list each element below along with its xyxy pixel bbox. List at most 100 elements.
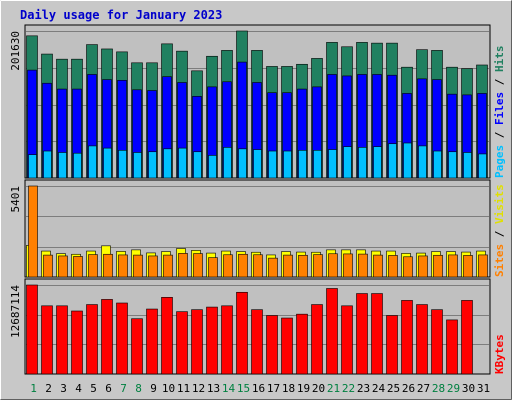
bottom-bar-kbytes-6 xyxy=(101,299,113,375)
bottom-bar-kbytes-8 xyxy=(131,318,143,375)
bottom-bar-kbytes-3 xyxy=(56,305,68,375)
day-label-19: 19 xyxy=(297,382,310,395)
top-bar-pages-22 xyxy=(343,146,352,179)
day-label-21: 21 xyxy=(327,382,340,395)
bottom-bar-kbytes-7 xyxy=(116,302,128,375)
middle-bar-sites-1 xyxy=(28,185,38,278)
day-label-1: 1 xyxy=(30,382,37,395)
middle-panel: 5401 Sites / Visits xyxy=(9,179,506,278)
middle-bar-sites-11 xyxy=(178,253,188,278)
chart-title: Daily usage for January 2023 xyxy=(20,8,222,22)
day-label-20: 20 xyxy=(312,382,325,395)
day-label-10: 10 xyxy=(162,382,175,395)
middle-bar-sites-17 xyxy=(268,257,278,278)
top-bar-pages-24 xyxy=(373,146,382,179)
bottom-panel: 12687114 KBytes xyxy=(9,278,506,375)
top-bar-pages-18 xyxy=(283,150,292,179)
top-panel: 201630 Pages / Files / Hits xyxy=(9,24,506,179)
top-bar-pages-28 xyxy=(433,150,442,179)
top-bar-pages-26 xyxy=(403,142,412,179)
middle-bar-sites-28 xyxy=(433,254,443,278)
middle-bar-sites-20 xyxy=(313,254,323,278)
top-legend-hits: Hits xyxy=(493,46,506,73)
top-legend-files: Files xyxy=(493,92,506,125)
top-bar-pages-23 xyxy=(358,147,367,179)
bottom-bar-kbytes-16 xyxy=(251,309,263,375)
top-bar-pages-17 xyxy=(268,150,277,179)
middle-bar-sites-2 xyxy=(43,254,53,278)
middle-bar-sites-6 xyxy=(103,253,113,278)
day-label-23: 23 xyxy=(357,382,370,395)
bottom-bar-kbytes-5 xyxy=(86,304,98,375)
top-bar-pages-19 xyxy=(298,149,307,179)
day-label-13: 13 xyxy=(207,382,220,395)
day-label-18: 18 xyxy=(282,382,295,395)
day-labels: 1 2 3 4 5 6 7 8 9 10 11 12 13 14 15 16 17 18 19 20 21 22 23 24 2… xyxy=(30,382,490,395)
top-bar-pages-13 xyxy=(208,155,217,179)
middle-bar-sites-27 xyxy=(418,255,428,278)
day-label-26: 26 xyxy=(402,382,415,395)
top-legend: Pages / Files / Hits xyxy=(493,46,506,179)
top-bar-pages-21 xyxy=(328,149,337,179)
middle-bar-sites-14 xyxy=(223,254,233,278)
bottom-bar-kbytes-9 xyxy=(146,308,158,375)
bottom-bar-kbytes-15 xyxy=(236,291,248,375)
day-label-24: 24 xyxy=(372,382,386,395)
middle-legend-separator: / xyxy=(493,224,506,244)
bottom-ymax-label: 12687114 xyxy=(9,285,22,338)
top-bar-pages-29 xyxy=(448,151,457,179)
middle-bar-sites-18 xyxy=(283,254,293,278)
day-label-2: 2 xyxy=(45,382,52,395)
bottom-bar-kbytes-12 xyxy=(191,309,203,375)
middle-bar-sites-9 xyxy=(148,255,158,278)
day-label-3: 3 xyxy=(60,382,67,395)
top-legend-pages: Pages xyxy=(493,145,506,178)
middle-bar-sites-12 xyxy=(193,253,203,278)
bottom-bar-kbytes-21 xyxy=(326,288,338,375)
bottom-bar-kbytes-17 xyxy=(266,315,278,375)
day-label-25: 25 xyxy=(387,382,400,395)
top-bar-pages-1 xyxy=(28,154,37,179)
day-label-14: 14 xyxy=(222,382,236,395)
bottom-bar-kbytes-10 xyxy=(161,297,173,375)
middle-bar-sites-16 xyxy=(253,254,263,278)
bottom-bar-kbytes-11 xyxy=(176,311,188,375)
day-label-6: 6 xyxy=(105,382,112,395)
bottom-bar-kbytes-13 xyxy=(206,306,218,375)
day-label-4: 4 xyxy=(75,382,82,395)
top-bar-pages-12 xyxy=(193,151,202,179)
bottom-bar-kbytes-18 xyxy=(281,317,293,375)
bottom-bar-kbytes-26 xyxy=(401,300,413,375)
day-label-7: 7 xyxy=(120,382,127,395)
middle-bar-sites-21 xyxy=(328,253,338,278)
bottom-bar-kbytes-1 xyxy=(26,284,38,375)
middle-bar-sites-4 xyxy=(73,256,83,278)
chart-panels: 201630 Pages / Files / Hits 5401 Sites / Vi… xyxy=(9,24,506,375)
bottom-legend: KBytes xyxy=(493,334,506,374)
top-bar-pages-27 xyxy=(418,145,427,179)
middle-legend-visits: Visits xyxy=(493,184,506,224)
day-label-27: 27 xyxy=(417,382,430,395)
bottom-bar-kbytes-4 xyxy=(71,310,83,375)
middle-bar-sites-19 xyxy=(298,254,308,278)
top-legend-separator: / xyxy=(493,72,506,92)
bottom-bar-kbytes-22 xyxy=(341,305,353,375)
middle-bar-sites-25 xyxy=(388,255,398,278)
middle-bar-sites-22 xyxy=(343,253,353,278)
middle-bar-sites-30 xyxy=(463,255,473,278)
middle-bar-sites-26 xyxy=(403,256,413,278)
top-bar-pages-9 xyxy=(148,151,157,179)
middle-legend: Sites / Visits xyxy=(493,184,506,277)
day-label-31: 31 xyxy=(477,382,490,395)
bottom-bar-kbytes-24 xyxy=(371,293,383,375)
bottom-bar-kbytes-27 xyxy=(416,304,428,375)
day-label-11: 11 xyxy=(177,382,190,395)
top-bar-pages-6 xyxy=(103,147,112,179)
bottom-bar-kbytes-20 xyxy=(311,304,323,375)
bottom-legend-kbytes: KBytes xyxy=(493,334,506,374)
middle-bar-sites-7 xyxy=(118,254,128,278)
top-bar-pages-7 xyxy=(118,149,127,179)
top-bar-pages-31 xyxy=(478,153,487,179)
middle-bar-sites-13 xyxy=(208,257,218,278)
